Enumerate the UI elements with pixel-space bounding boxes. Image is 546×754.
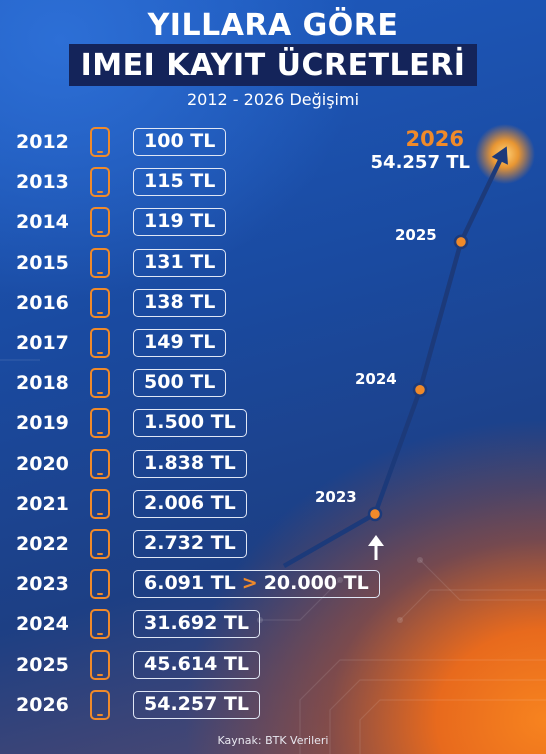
fee-value: 1.838 TL <box>144 451 236 474</box>
fee-pill: 2.732 TL <box>133 530 247 558</box>
fee-row: 2024 31.692 TL <box>0 609 546 641</box>
fee-value: 500 TL <box>144 371 216 394</box>
fee-pill: 31.692 TL <box>133 610 261 639</box>
phone-icon <box>90 328 110 358</box>
fee-value: 45.614 TL <box>144 652 250 675</box>
year-label: 2021 <box>16 492 69 515</box>
fee-value: 119 TL <box>144 210 216 233</box>
fee-row: 2013 115 TL <box>0 167 546 199</box>
up-arrow-head-icon <box>368 535 384 546</box>
fee-value: 100 TL <box>144 130 216 152</box>
title-line-2-wrap: IMEI KAYIT ÜCRETLERİ <box>0 44 546 86</box>
fee-value: 31.692 TL <box>144 612 250 635</box>
year-label: 2023 <box>16 573 69 596</box>
data-point <box>412 382 428 398</box>
fee-pill: 1.500 TL <box>133 409 247 438</box>
year-label: 2012 <box>16 131 69 153</box>
phone-icon <box>90 207 110 238</box>
fee-value: 115 TL <box>144 170 216 193</box>
year-label: 2025 <box>16 653 69 676</box>
fee-row: 2015 131 TL <box>0 247 546 280</box>
phone-icon <box>90 127 110 157</box>
fee-row: 2022 2.732 TL <box>0 529 546 561</box>
fee-value: 149 TL <box>144 331 216 353</box>
fee-row: 2012 100 TL <box>0 127 546 159</box>
fee-pill: 500 TL <box>133 369 227 398</box>
fee-value-new: 20.000 TL <box>263 572 369 595</box>
year-label: 2020 <box>16 452 69 475</box>
point-label: 2024 <box>355 370 397 388</box>
year-label: 2022 <box>16 533 69 555</box>
fee-value: 6.091 TL <box>144 572 236 595</box>
year-label: 2015 <box>16 251 69 274</box>
highlight-year-label: 2026 <box>406 127 464 151</box>
fee-row: 2020 1.838 TL <box>0 448 546 481</box>
year-label: 2014 <box>16 211 69 234</box>
chevron-right-icon: > <box>241 572 258 595</box>
phone-icon <box>90 529 110 559</box>
year-label: 2019 <box>16 412 69 435</box>
year-label: 2013 <box>16 171 69 194</box>
year-label: 2018 <box>16 372 69 395</box>
phone-icon <box>90 167 110 198</box>
fee-value: 54.257 TL <box>144 692 250 715</box>
fee-pill: 45.614 TL <box>133 650 261 679</box>
source-note: Kaynak: BTK Verileri <box>217 734 329 747</box>
fee-pill: 138 TL <box>133 288 227 317</box>
title-line-1: YILLARA GÖRE <box>147 8 399 43</box>
year-label: 2024 <box>16 613 69 636</box>
data-point <box>367 506 383 522</box>
phone-icon <box>90 488 110 519</box>
fee-row: 2026 54.257 TL <box>0 689 546 722</box>
fee-value: 2.732 TL <box>144 532 236 554</box>
phone-icon <box>90 649 110 680</box>
fee-value: 138 TL <box>144 290 216 313</box>
fee-row: 2017 149 TL <box>0 328 546 360</box>
year-label: 2026 <box>16 693 69 716</box>
fee-pill: 100 TL <box>133 128 227 156</box>
fee-pill: 115 TL <box>133 168 227 197</box>
fee-row: 2014 119 TL <box>0 207 546 239</box>
phone-icon <box>90 287 110 318</box>
fee-row: 2025 45.614 TL <box>0 649 546 682</box>
arrow-head-icon <box>491 146 508 165</box>
fee-row: 2019 1.500 TL <box>0 408 546 440</box>
fee-row: 2023 6.091 TL >20.000 TL <box>0 569 546 601</box>
fee-pill: 54.257 TL <box>133 690 261 719</box>
fee-pill: 2.006 TL <box>133 489 247 518</box>
fee-value: 1.500 TL <box>144 411 236 434</box>
fee-pill: 131 TL <box>133 248 227 277</box>
fee-value: 2.006 TL <box>144 491 236 514</box>
phone-icon <box>90 247 110 278</box>
fee-pill: 1.838 TL <box>133 449 247 478</box>
fee-pill: 119 TL <box>133 208 227 237</box>
phone-icon <box>90 689 110 720</box>
fee-pill: 6.091 TL >20.000 TL <box>133 570 380 599</box>
phone-icon <box>90 408 110 439</box>
fee-row: 2021 2.006 TL <box>0 488 546 521</box>
point-label: 2025 <box>395 226 437 244</box>
fee-value: 131 TL <box>144 250 216 273</box>
fee-row: 2018 500 TL <box>0 368 546 400</box>
fee-row: 2016 138 TL <box>0 287 546 320</box>
subtitle: 2012 - 2026 Değişimi <box>186 90 360 109</box>
fee-pill: 149 TL <box>133 329 227 357</box>
title-line-2: IMEI KAYIT ÜCRETLERİ <box>68 44 478 86</box>
phone-icon <box>90 569 110 600</box>
phone-icon <box>90 609 110 640</box>
point-label: 2023 <box>315 488 357 506</box>
highlight-value-label: 54.257 TL <box>371 152 470 173</box>
year-label: 2017 <box>16 332 69 354</box>
phone-icon <box>90 448 110 479</box>
year-label: 2016 <box>16 291 69 314</box>
data-point <box>453 234 469 250</box>
phone-icon <box>90 368 110 399</box>
